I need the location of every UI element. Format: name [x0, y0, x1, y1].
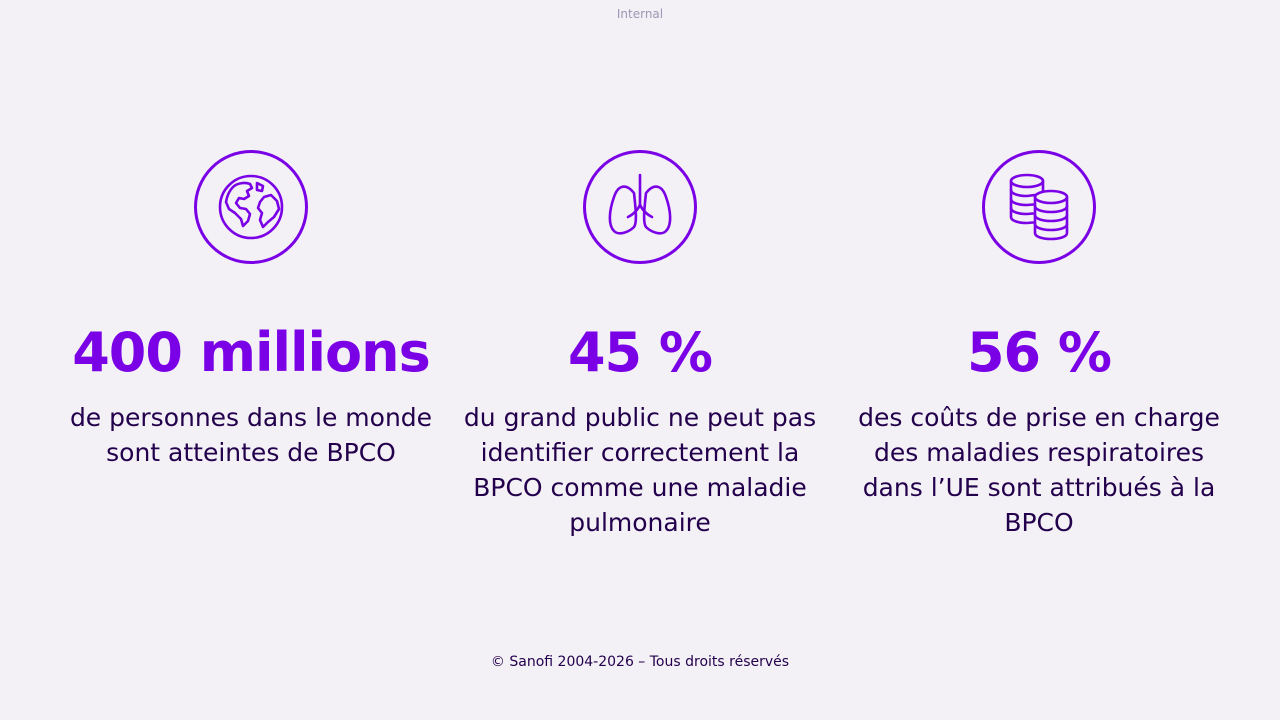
stat-world-patients: 400 millions de personnes dans le monde …: [51, 150, 451, 470]
stat-description: du grand public ne peut pas identifier c…: [463, 403, 817, 537]
classification-label: Internal: [616, 7, 664, 21]
stat-public-awareness: 45 % du grand public ne peut pas identif…: [440, 150, 840, 540]
stat-value: 56 %: [966, 321, 1112, 384]
lungs-icon: [583, 150, 697, 264]
stat-description: des coûts de prise en charge des maladie…: [858, 403, 1220, 537]
stat-value: 45 %: [567, 321, 713, 384]
stat-description: de personnes dans le monde sont atteinte…: [69, 403, 433, 467]
stat-value: 400 millions: [72, 321, 431, 384]
stat-eu-costs: 56 % des coûts de prise en charge des ma…: [839, 150, 1239, 540]
coins-icon: [982, 150, 1096, 264]
copyright-footer: © Sanofi 2004-2026 – Tous droits réservé…: [490, 654, 790, 670]
globe-icon: [194, 150, 308, 264]
